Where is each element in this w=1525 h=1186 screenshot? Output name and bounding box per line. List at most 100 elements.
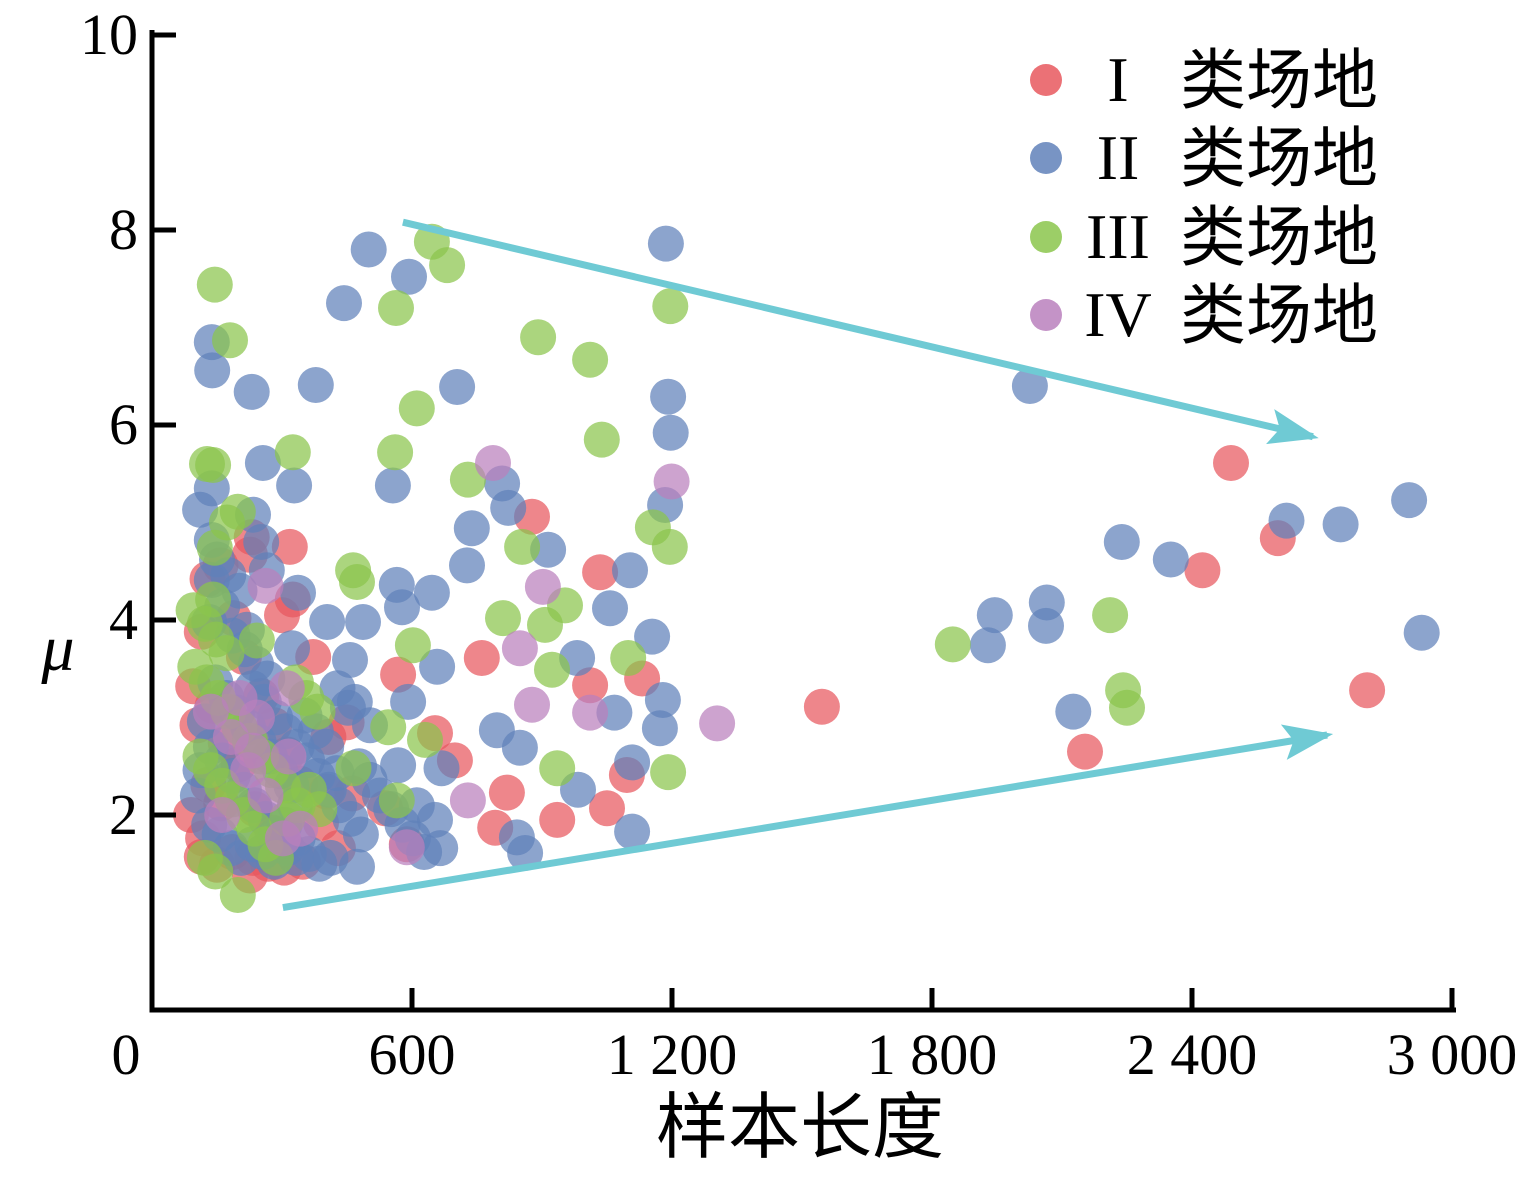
scatter-point-series3 — [651, 528, 688, 565]
scatter-point-series2 — [641, 710, 678, 747]
scatter-point-series2 — [312, 839, 349, 876]
scatter-point-series2 — [276, 467, 313, 504]
scatter-point-series3 — [650, 754, 687, 791]
scatter-point-series2 — [501, 729, 538, 766]
scatter-point-series3 — [534, 651, 570, 688]
scatter-point-series2 — [1011, 368, 1048, 404]
legend-swatch-series4 — [1030, 299, 1062, 331]
legend: I 类场地 II 类场地 III 类场地 IV 类场地 — [1030, 44, 1378, 353]
scatter-point-series3 — [520, 319, 557, 356]
scatter-point-series4 — [204, 797, 241, 833]
scatter-point-series2 — [612, 552, 648, 589]
scatter-point-series2 — [439, 369, 476, 405]
legend-numeral-3: III — [1086, 201, 1150, 272]
scatter-point-series3 — [219, 877, 256, 913]
scatter-point-series2 — [1055, 693, 1092, 730]
legend-item-3: III 类场地 — [1030, 201, 1378, 275]
scatter-point-series2 — [308, 728, 345, 765]
scatter-point-series4 — [238, 699, 275, 736]
scatter-point-series3 — [527, 606, 563, 643]
scatter-point-series2 — [498, 819, 535, 856]
scatter-point-series3 — [610, 640, 647, 676]
legend-label-4: 类场地 — [1180, 280, 1378, 353]
scatter-point-series4 — [699, 705, 736, 742]
scatter-point-series4 — [449, 782, 486, 819]
y-tick-label: 2 — [109, 782, 138, 847]
scatter-point-series4 — [247, 777, 284, 814]
scatter-point-series2 — [374, 467, 411, 504]
scatter-point-series3 — [238, 622, 275, 659]
scatter-point-series4 — [572, 694, 609, 731]
scatter-point-series4 — [247, 567, 284, 604]
scatter-point-series3 — [197, 853, 234, 890]
scatter-point-series3 — [398, 390, 435, 427]
scatter-point-series2 — [350, 231, 387, 268]
scatter-point-series4 — [388, 829, 425, 866]
scatter-point-series2 — [1028, 607, 1064, 644]
scatter-point-series2 — [634, 618, 671, 655]
scatter-point-series4 — [514, 686, 550, 723]
scatter-point-series2 — [413, 574, 450, 611]
scatter-point-series3 — [485, 600, 521, 637]
scatter-point-series2 — [345, 604, 381, 640]
x-tick-label: 3 000 — [1387, 1022, 1518, 1087]
y-tick-label: 10 — [80, 2, 138, 67]
scatter-point-series2 — [1103, 524, 1140, 560]
scatter-point-series4 — [501, 630, 538, 667]
scatter-point-series3 — [274, 434, 311, 471]
scatter-point-series2 — [969, 627, 1006, 664]
scatter-point-series1 — [539, 801, 576, 838]
legend-label-3: 类场地 — [1180, 202, 1378, 275]
scatter-point-series2 — [380, 747, 417, 784]
scatter-point-series1 — [803, 688, 840, 725]
scatter-point-series2 — [530, 531, 567, 568]
scatter-point-series2 — [243, 524, 280, 560]
scatter-point-series2 — [614, 813, 651, 850]
legend-numeral-4: IV — [1084, 279, 1152, 350]
legend-label-1: 类场地 — [1180, 45, 1378, 118]
scatter-point-series1 — [582, 554, 619, 591]
scatter-point-series2 — [976, 597, 1013, 634]
y-axis-title: μ — [40, 612, 74, 685]
legend-item-4: IV 类场地 — [1030, 279, 1378, 353]
scatter-point-series2 — [1322, 506, 1359, 543]
legend-label-2: 类场地 — [1180, 123, 1378, 196]
x-tick-label: 1 200 — [607, 1022, 738, 1087]
scatter-point-series2 — [449, 547, 485, 584]
scatter-point-series4 — [653, 463, 690, 500]
scatter-point-series3 — [652, 288, 689, 325]
scatter-point-series2 — [244, 445, 281, 481]
scatter-point-series3 — [378, 782, 415, 819]
scatter-point-series2 — [274, 630, 310, 667]
scatter-point-series1 — [463, 640, 500, 676]
scatter-point-series3 — [208, 635, 245, 672]
scatter-point-series4 — [524, 568, 561, 605]
legend-swatch-series1 — [1030, 64, 1062, 96]
scatter-point-series3 — [539, 750, 576, 787]
scatter-point-series2 — [342, 816, 379, 853]
scatter-point-series1 — [1067, 733, 1103, 770]
scatter-point-series2 — [644, 682, 681, 718]
scatter-point-series2 — [1403, 614, 1440, 651]
x-axis-title: 样本长度 — [656, 1088, 944, 1168]
x-tick-label: 2 400 — [1127, 1022, 1258, 1087]
scatter-point-series2 — [453, 510, 490, 547]
trend-arrows-layer — [282, 218, 1334, 912]
scatter-point-series1 — [589, 790, 625, 827]
scatter-point-series2 — [233, 373, 270, 410]
scatter-point-series3 — [394, 627, 431, 664]
scatter-point-series2 — [280, 574, 316, 611]
scatter-point-series2 — [297, 367, 334, 403]
y-tick-label: 6 — [109, 392, 138, 457]
scatter-point-series2 — [419, 648, 456, 685]
scatter-point-series2 — [182, 491, 219, 528]
scatter-point-series2 — [652, 414, 689, 451]
scatter-point-series3 — [1092, 597, 1129, 634]
x-tick-label: 0 — [112, 1022, 141, 1087]
scatter-point-series1 — [1213, 445, 1249, 481]
scatter-point-series2 — [1152, 541, 1189, 578]
scatter-point-series2 — [390, 683, 427, 720]
scatter-point-series4 — [234, 732, 271, 769]
